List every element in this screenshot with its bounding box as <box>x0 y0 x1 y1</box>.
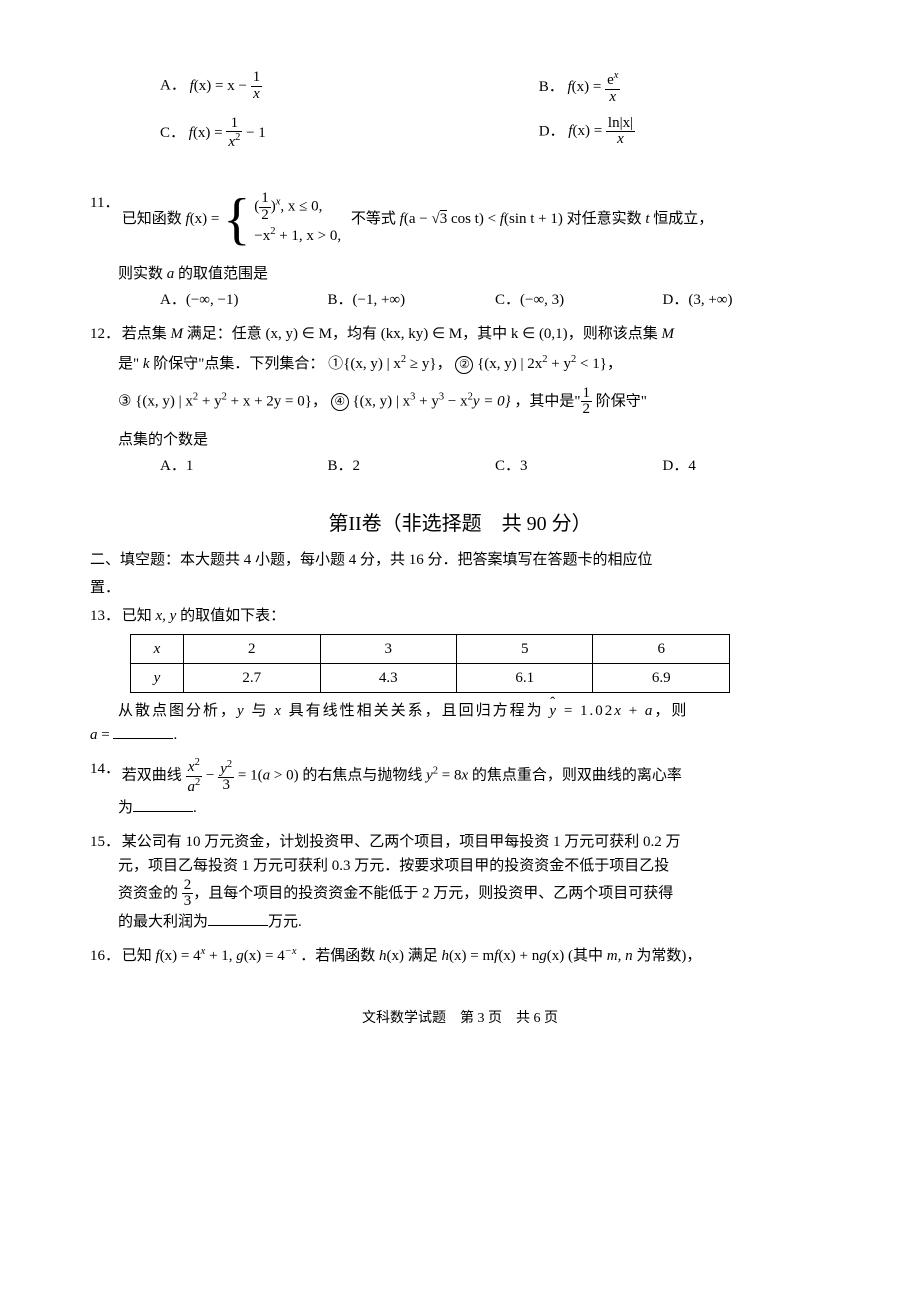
q12-options: A．1 B．2 C．3 D．4 <box>160 454 830 478</box>
table-row: x 2 3 5 6 <box>131 635 730 664</box>
blank-field <box>133 796 193 812</box>
q12-option-d: D．4 <box>663 454 831 478</box>
brace-icon: { <box>223 194 250 245</box>
q11-line2: 则实数 a 的取值范围是 <box>118 262 830 286</box>
q12-line4: 点集的个数是 <box>118 428 830 452</box>
section-2-subtitle-2: 置． <box>90 576 830 600</box>
q16-number: 16． <box>90 944 118 968</box>
q13-number: 13． <box>90 604 118 628</box>
q12-option-c: C．3 <box>495 454 663 478</box>
q14-line2: 为. <box>118 796 830 820</box>
q13-line3: a = . <box>90 723 830 747</box>
section-2-title: 第II卷（非选择题 共 90 分） <box>90 508 830 540</box>
q11-options: A．(−∞, −1) B．(−1, +∞) C．(−∞, 3) D．(3, +∞… <box>160 288 830 312</box>
q12-option-a: A．1 <box>160 454 328 478</box>
q15-number: 15． <box>90 830 118 854</box>
q15-line2: 元，项目乙每投资 1 万元可获利 0.3 万元．按要求项目甲的投资资金不低于项目… <box>118 854 830 878</box>
page-footer: 文科数学试题 第 3 页 共 6 页 <box>90 1008 830 1030</box>
section-2-subtitle: 二、填空题：本大题共 4 小题，每小题 4 分，共 16 分．把答案填写在答题卡… <box>90 548 830 572</box>
q12: 12． 若点集 M 满足：任意 (x, y) ∈ M，均有 (kx, ky) ∈… <box>90 322 830 479</box>
q16: 16． 已知 f(x) = 4x + 1, g(x) = 4−x ．若偶函数 h… <box>90 944 830 968</box>
q10-option-b: B． f(x) = exx <box>539 70 830 106</box>
q10-option-d: D． f(x) = ln|x|x <box>539 116 830 152</box>
q15-line3: 资资金的 23，且每个项目的投资资金不能低于 2 万元，则投资甲、乙两个项目可获… <box>118 878 830 911</box>
q13-data-table: x 2 3 5 6 y 2.7 4.3 6.1 6.9 <box>130 634 730 693</box>
q14: 14． 若双曲线 x2a2 − y23 = 1(a > 0) 的右焦点与抛物线 … <box>90 757 830 820</box>
q10-options-row1: A． f(x) = x − 1x B． f(x) = exx <box>160 70 830 106</box>
q15-line4: 的最大利润为万元. <box>118 910 830 934</box>
q10-option-c: C． f(x) = 1x2 − 1 <box>160 116 539 152</box>
circled-2-icon: ② <box>455 356 473 374</box>
q11: 11． 已知函数 f(x) = { (12)x, x ≤ 0, −x2 + 1,… <box>90 191 830 312</box>
blank-field <box>113 723 173 739</box>
q13-line2: 从散点图分析，y 与 x 具有线性相关关系，且回归方程为 y = 1.02x +… <box>118 699 830 723</box>
q11-option-a: A．(−∞, −1) <box>160 288 328 312</box>
q15: 15． 某公司有 10 万元资金，计划投资甲、乙两个项目，项目甲每投资 1 万元… <box>90 830 830 935</box>
q14-number: 14． <box>90 757 118 781</box>
q11-body: 已知函数 f(x) = { (12)x, x ≤ 0, −x2 + 1, x >… <box>122 211 714 227</box>
q12-option-b: B．2 <box>328 454 496 478</box>
q12-line3: ③ {(x, y) | x2 + y2 + x + 2y = 0}， ④ {(x… <box>118 386 830 419</box>
q13: 13． 已知 x, y 的取值如下表： x 2 3 5 6 y 2.7 4.3 … <box>90 604 830 747</box>
q11-option-d: D．(3, +∞) <box>663 288 831 312</box>
table-row: y 2.7 4.3 6.1 6.9 <box>131 664 730 693</box>
q10-option-a: A． f(x) = x − 1x <box>160 70 539 106</box>
q11-number: 11． <box>90 191 118 215</box>
q12-line2: 是" k 阶保守"点集．下列集合： ①{(x, y) | x2 ≥ y}， ② … <box>118 352 830 376</box>
circled-4-icon: ④ <box>331 393 349 411</box>
q12-number: 12． <box>90 322 118 346</box>
q12-line1: 若点集 M 满足：任意 (x, y) ∈ M，均有 (kx, ky) ∈ M，其… <box>122 326 674 342</box>
q10-options-row2: C． f(x) = 1x2 − 1 D． f(x) = ln|x|x <box>160 116 830 152</box>
q11-option-c: C．(−∞, 3) <box>495 288 663 312</box>
piecewise-cases: (12)x, x ≤ 0, −x2 + 1, x > 0, <box>254 191 341 248</box>
q11-option-b: B．(−1, +∞) <box>328 288 496 312</box>
blank-field <box>208 910 268 926</box>
